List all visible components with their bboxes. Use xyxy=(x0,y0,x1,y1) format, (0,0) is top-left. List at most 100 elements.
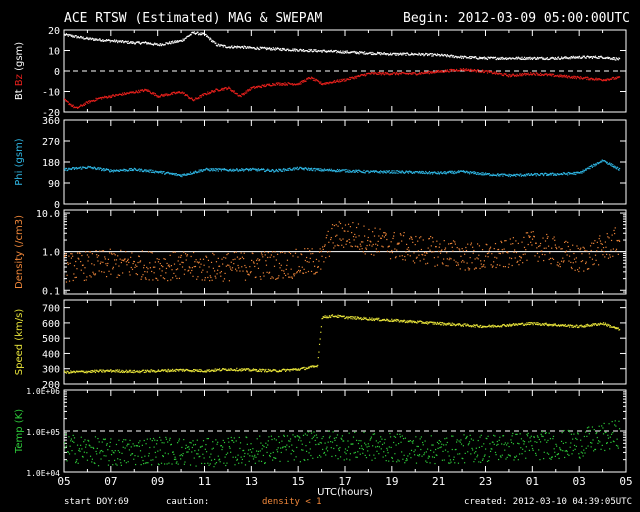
data-point-density xyxy=(402,258,404,261)
data-point-speed xyxy=(485,325,487,328)
data-point-density xyxy=(370,241,372,243)
data-point-phi xyxy=(402,171,404,173)
data-point-phi xyxy=(568,172,570,174)
data-point-bt xyxy=(368,52,371,54)
data-point-density xyxy=(432,241,434,243)
data-point-bz xyxy=(123,94,125,96)
data-point-phi xyxy=(377,171,379,174)
data-point-speed xyxy=(591,325,594,327)
data-point-density xyxy=(323,245,326,247)
y-axis-label-part: Phi (gsm) xyxy=(14,138,25,186)
data-point-phi xyxy=(343,169,345,171)
data-point-density xyxy=(160,265,163,267)
data-point-phi xyxy=(119,169,121,171)
data-point-bt xyxy=(198,33,200,35)
data-point-phi xyxy=(492,173,494,175)
data-point-phi xyxy=(540,173,542,175)
y-axis-label-temp: Temp (K) xyxy=(14,409,25,454)
data-point-bt xyxy=(401,54,403,56)
data-point-phi xyxy=(458,171,460,174)
data-point-phi xyxy=(602,160,604,162)
data-point-bz xyxy=(174,92,176,95)
data-point-phi xyxy=(434,171,436,173)
data-point-density xyxy=(504,240,506,242)
data-point-speed xyxy=(562,324,564,326)
data-point-phi xyxy=(346,171,348,173)
data-point-speed xyxy=(494,325,497,327)
data-point-speed xyxy=(376,317,378,319)
data-point-speed xyxy=(101,370,103,373)
data-point-bt xyxy=(393,53,395,55)
data-point-speed xyxy=(530,322,532,324)
data-point-bz xyxy=(564,74,566,76)
data-point-bz xyxy=(283,83,285,85)
data-point-bz xyxy=(238,95,240,97)
data-point-bt xyxy=(185,37,187,39)
data-point-phi xyxy=(278,168,281,171)
data-point-density xyxy=(168,266,171,268)
data-point-bz xyxy=(512,73,514,75)
data-point-bt xyxy=(243,47,245,50)
data-point-bz xyxy=(84,103,87,105)
data-point-density xyxy=(270,277,272,280)
data-point-density xyxy=(453,259,455,261)
data-point-speed xyxy=(238,369,240,372)
data-point-phi xyxy=(578,172,581,174)
data-point-bz xyxy=(575,76,577,78)
data-point-bt xyxy=(283,48,285,50)
data-point-speed xyxy=(568,326,571,328)
data-point-phi xyxy=(396,170,398,172)
data-point-phi xyxy=(544,172,546,174)
data-point-speed xyxy=(464,323,466,325)
data-point-phi xyxy=(605,161,607,163)
data-point-bz xyxy=(422,72,424,74)
data-point-phi xyxy=(214,169,216,171)
data-point-speed xyxy=(356,316,358,318)
data-point-bt xyxy=(245,47,247,49)
data-point-speed xyxy=(423,322,426,324)
data-point-speed xyxy=(443,324,445,326)
data-point-bz xyxy=(204,92,206,95)
data-point-density xyxy=(264,254,266,256)
data-point-phi xyxy=(130,169,132,171)
data-point-bt xyxy=(188,35,190,37)
data-point-bt xyxy=(372,52,374,54)
data-point-bt xyxy=(273,48,276,50)
data-point-density xyxy=(70,253,72,255)
data-point-bz xyxy=(309,78,311,80)
data-point-density xyxy=(367,236,369,239)
data-point-bt xyxy=(73,36,75,38)
data-point-bt xyxy=(207,36,209,38)
data-point-bz xyxy=(183,92,185,94)
data-point-bz xyxy=(581,78,584,80)
data-point-density xyxy=(272,277,274,279)
data-point-phi xyxy=(482,172,484,174)
data-point-phi xyxy=(596,162,598,164)
data-point-speed xyxy=(570,324,572,326)
data-point-bz xyxy=(439,71,441,73)
data-point-density xyxy=(104,256,106,258)
data-point-bz xyxy=(485,70,487,72)
data-point-bt xyxy=(529,56,531,58)
data-point-bz xyxy=(399,72,401,74)
data-point-bz xyxy=(89,102,91,104)
data-point-phi xyxy=(162,171,164,173)
data-point-speed xyxy=(488,325,490,327)
data-point-temp xyxy=(102,450,104,453)
data-point-bt xyxy=(519,58,521,60)
data-point-bz xyxy=(73,106,76,108)
data-point-bz xyxy=(208,93,210,95)
data-point-phi xyxy=(125,169,127,171)
data-point-speed xyxy=(328,315,331,317)
data-point-speed xyxy=(172,370,174,372)
data-point-bz xyxy=(296,83,298,85)
data-point-speed xyxy=(162,370,164,372)
data-point-speed xyxy=(255,368,258,371)
data-point-phi xyxy=(514,174,516,177)
data-point-bt xyxy=(607,57,610,60)
data-point-bz xyxy=(528,74,530,76)
data-point-density xyxy=(245,266,247,269)
data-point-bt xyxy=(347,52,350,54)
data-point-phi xyxy=(476,173,478,175)
data-point-speed xyxy=(240,370,242,372)
